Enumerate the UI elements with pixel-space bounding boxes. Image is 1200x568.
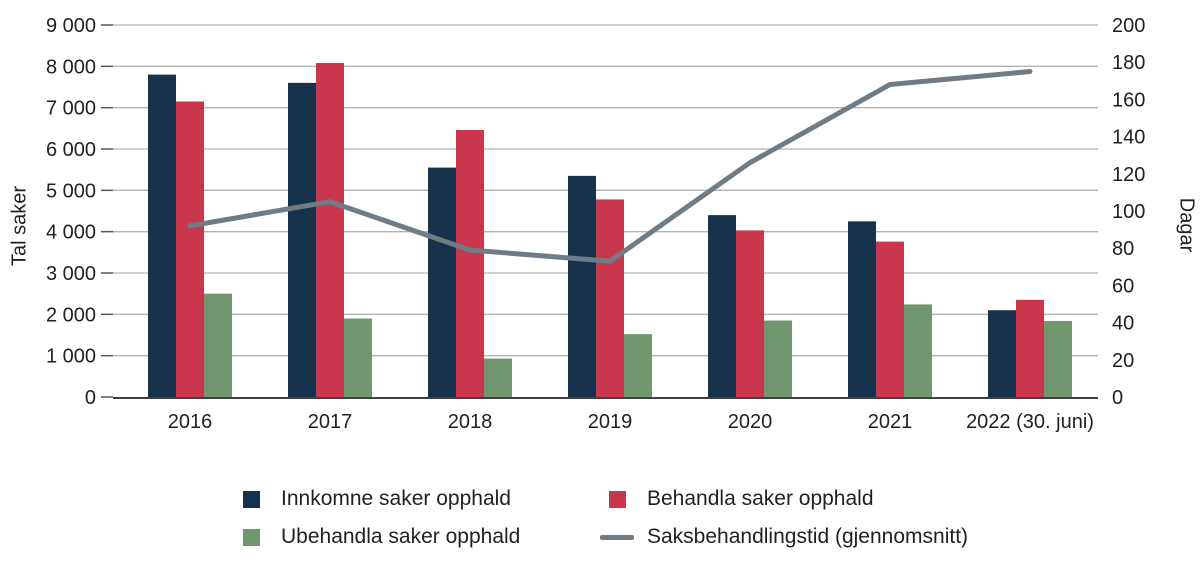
left-axis-tick-label: 2 000 — [46, 304, 96, 326]
x-axis-label: 2018 — [448, 411, 493, 433]
innkomne-legend-swatch-icon — [242, 490, 260, 508]
bar-behandla-2021 — [876, 241, 904, 397]
bar-ubehandla-2020 — [764, 320, 792, 397]
right-axis-title: Dagar — [1175, 197, 1198, 253]
left-axis-tick-label: 1 000 — [46, 346, 96, 368]
right-axis-tick-label: 100 — [1112, 201, 1145, 223]
right-axis-tick-label: 120 — [1112, 164, 1145, 186]
right-axis-tick-label: 40 — [1112, 313, 1134, 335]
right-axis-tick-label: 200 — [1112, 15, 1145, 37]
right-axis-tick-label: 160 — [1112, 89, 1145, 111]
legend-item-saksbehandlingstid: Saksbehandlingstid (gjennomsnitt) — [599, 525, 968, 549]
legend-label-ubehandla: Ubehandla saker opphald — [281, 525, 521, 548]
bar-behandla-2022 (30. juni) — [1016, 299, 1044, 397]
right-axis-tick-label: 0 — [1112, 387, 1123, 409]
bar-behandla-2020 — [736, 230, 764, 397]
legend-item-innkomne: Innkomne saker opphald — [233, 487, 511, 511]
behandla-legend-swatch-icon — [608, 490, 626, 508]
left-axis-tick-label: 7 000 — [46, 98, 96, 120]
left-axis-tick-label: 5 000 — [46, 180, 96, 202]
bar-innkomne-2021 — [848, 221, 876, 397]
left-axis-tick-label: 3 000 — [46, 263, 96, 285]
bar-behandla-2019 — [596, 199, 624, 397]
chart-plot-area: 0 1 000 2 000 3 000 4 000 5 000 6 000 7 000 8 00… — [46, 15, 1145, 433]
legend-label-innkomne: Innkomne saker opphald — [281, 487, 511, 510]
bar-innkomne-2020 — [708, 215, 736, 397]
bar-innkomne-2016 — [148, 74, 176, 397]
left-axis-tick-label: 9 000 — [46, 15, 96, 37]
legend-item-ubehandla: Ubehandla saker opphald — [233, 525, 520, 549]
bar-ubehandla-2019 — [624, 334, 652, 397]
right-axis-tick-label: 80 — [1112, 238, 1134, 260]
bar-innkomne-2019 — [568, 175, 596, 397]
left-axis-tick-label: 8 000 — [46, 56, 96, 78]
legend-label-saksbehandlingstid: Saksbehandlingstid (gjennomsnitt) — [647, 525, 969, 548]
bar-innkomne-2022 (30. juni) — [988, 310, 1016, 397]
legend-marker-box — [233, 488, 269, 510]
x-axis-label: 2017 — [308, 411, 353, 433]
legend-label-behandla: Behandla saker opphald — [647, 487, 874, 510]
saksbehandlingstid-legend-line-icon — [600, 534, 634, 540]
bar-innkomne-2017 — [288, 82, 316, 397]
x-axis-label: 2021 — [868, 411, 913, 433]
legend-marker-box — [599, 488, 635, 510]
legend-marker-box — [599, 526, 635, 548]
right-axis-tick-label: 140 — [1112, 127, 1145, 149]
x-axis-label: 2019 — [588, 411, 633, 433]
left-axis-tick-label: 6 000 — [46, 139, 96, 161]
left-axis-title: Tal saker — [8, 185, 31, 267]
left-axis-tick-label: 0 — [85, 387, 96, 409]
right-axis-tick-label: 20 — [1112, 350, 1134, 372]
legend-marker-box — [233, 526, 269, 548]
x-axis-label: 2020 — [728, 411, 773, 433]
x-axis-label: 2022 (30. juni) — [966, 411, 1094, 433]
right-axis-tick-label: 60 — [1112, 275, 1134, 297]
x-axis-label: 2016 — [168, 411, 213, 433]
bar-ubehandla-2017 — [344, 318, 372, 397]
right-axis-tick-label: 180 — [1112, 52, 1145, 74]
saksbehandlingstid-line — [187, 69, 1033, 264]
bar-behandla-2016 — [176, 101, 204, 397]
bar-ubehandla-2022 (30. juni) — [1044, 320, 1072, 397]
ubehandla-legend-swatch-icon — [242, 528, 260, 546]
bar-ubehandla-2018 — [484, 358, 512, 397]
left-axis-tick-label: 4 000 — [46, 222, 96, 244]
bar-innkomne-2018 — [428, 167, 456, 397]
bar-ubehandla-2016 — [204, 293, 232, 397]
bar-behandla-2018 — [456, 129, 484, 397]
legend-item-behandla: Behandla saker opphald — [599, 487, 874, 511]
bar-behandla-2017 — [316, 63, 344, 397]
bar-ubehandla-2021 — [904, 304, 932, 397]
